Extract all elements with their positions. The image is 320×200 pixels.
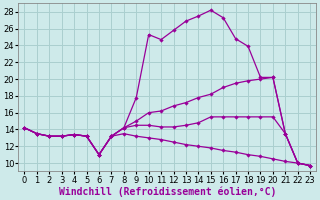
X-axis label: Windchill (Refroidissement éolien,°C): Windchill (Refroidissement éolien,°C) [59,186,276,197]
